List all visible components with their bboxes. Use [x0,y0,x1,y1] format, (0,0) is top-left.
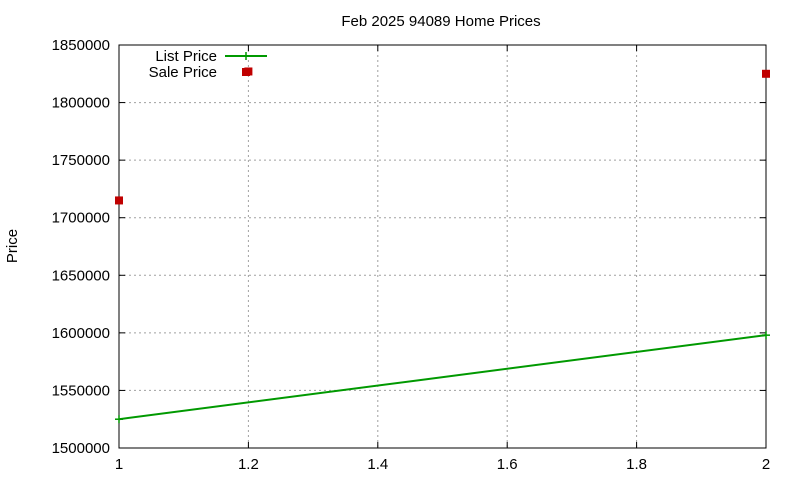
list-price-point [762,331,770,340]
list-price-line [118,334,767,421]
legend-label-sale-price: Sale Price [149,64,217,81]
plot-frame [118,44,767,449]
x-tick-label: 1 [115,456,123,473]
x-tick-label: 1.8 [626,456,647,473]
y-tick-label: 1550000 [52,382,110,399]
series-layer [115,67,770,424]
grid [118,44,767,449]
y-tick-label: 1650000 [52,267,110,284]
y-tick-label: 1600000 [52,325,110,342]
x-tick-label: 1.2 [238,456,259,473]
sale-price-point [115,196,123,205]
x-tick-label: 1.6 [497,456,518,473]
y-tick-label: 1750000 [52,152,110,169]
x-tick-label: 2 [762,456,770,473]
list-price-point [115,415,123,424]
sale-price-point [762,69,770,78]
y-tick-label: 1800000 [52,95,110,112]
chart-title: Feb 2025 94089 Home Prices [341,13,540,30]
legend-swatch-sale-price [242,68,250,76]
y-tick-label: 1500000 [52,440,110,457]
y-tick-label: 1700000 [52,210,110,227]
legend-label-list-price: List Price [155,48,217,65]
tick-labels: 1500000 1550000 1600000 1650000 1700000 17500… [52,37,771,473]
y-tick-label: 1850000 [52,37,110,54]
x-tick-label: 1.4 [367,456,388,473]
y-axis-label: Price [4,229,21,263]
